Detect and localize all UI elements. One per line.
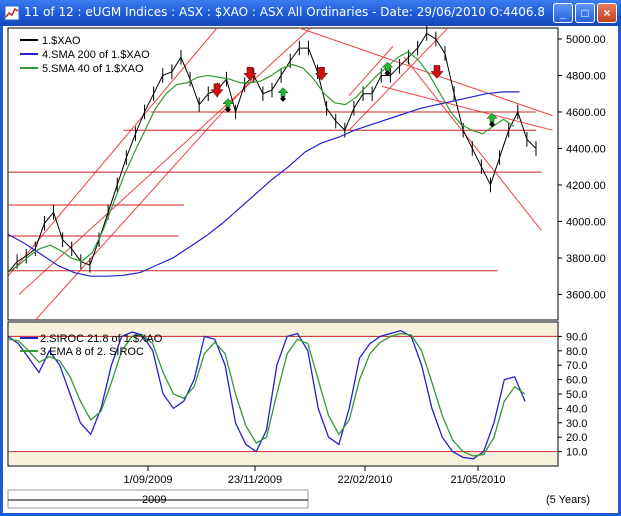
sell-arrow-icon — [314, 67, 329, 81]
osc-y-tick-label: 20.0 — [566, 432, 587, 444]
oscillator-threshold-lines — [8, 335, 558, 453]
x-axis: 1/09/2009 23/11/2009 22/02/2010 21/05/2010 — [124, 466, 506, 486]
x-tick-label: 21/05/2010 — [450, 474, 505, 486]
year-label: 2009 — [142, 494, 167, 506]
y-tick-label: 4400.00 — [566, 143, 606, 155]
osc-legend-label: 2.SIROC 21.8 of 1.$XAO — [40, 333, 163, 345]
series-line-2 — [7, 91, 520, 277]
minimize-button[interactable]: _ — [553, 3, 573, 23]
osc-y-tick-label: 60.0 — [566, 375, 587, 387]
support-resistance-lines — [8, 111, 542, 272]
window-title: 11 of 12 : eUGM Indices : ASX : $XAO : A… — [24, 5, 544, 19]
trend-line — [7, 27, 218, 277]
price-panel — [7, 27, 559, 321]
y-tick-label: 4200.00 — [566, 180, 606, 192]
sell-arrow-icon — [210, 83, 224, 98]
legend-label: 1.$XAO — [42, 35, 81, 47]
y-tick-label: 4800.00 — [566, 70, 606, 82]
y-tick-label: 4600.00 — [566, 107, 606, 119]
oscillator-series-group — [7, 329, 526, 460]
trend-line — [381, 85, 553, 131]
osc-y-tick-label: 40.0 — [566, 403, 587, 415]
osc-legend-label: 3.EMA 8 of 2. SIROC — [40, 346, 144, 358]
series-line-3 — [7, 51, 515, 274]
trend-line — [18, 27, 311, 295]
osc-y-tick-label: 50.0 — [566, 389, 587, 401]
x-tick-label: 22/02/2010 — [337, 474, 392, 486]
y-tick-label: 5000.00 — [566, 34, 606, 46]
y-tick-label: 3800.00 — [566, 253, 606, 265]
minimize-icon: _ — [559, 6, 567, 20]
legend-label: 4.SMA 200 of 1.$XAO — [42, 49, 150, 61]
trend-line — [299, 27, 553, 117]
osc-y-tick-label: 70.0 — [566, 360, 587, 372]
buy-diamond-icon — [384, 70, 391, 77]
price-legend: 1.$XAO 4.SMA 200 of 1.$XAO 5.SMA 40 of 1.$… — [20, 35, 150, 75]
chart-window-frame — [0, 26, 621, 516]
trend-line — [35, 75, 256, 321]
sell-arrow-icon — [430, 65, 444, 79]
oscillator-line-2 — [7, 332, 526, 457]
oscillator-line-1 — [7, 329, 526, 460]
range-label[interactable]: (5 Years) — [546, 494, 591, 506]
signal-markers — [210, 61, 498, 128]
buy-diamond-icon — [225, 106, 231, 113]
price-series-group — [7, 26, 537, 280]
osc-y-tick-label: 30.0 — [566, 418, 587, 430]
osc-y-tick-label: 80.0 — [566, 346, 587, 358]
buy-diamond-icon — [280, 95, 286, 102]
buy-diamond-icon — [489, 121, 495, 128]
maximize-button[interactable]: □ — [575, 3, 595, 23]
sell-arrow-icon — [243, 67, 257, 81]
osc-y-tick-label: 90.0 — [566, 331, 587, 343]
oscillator-y-axis: 10.0 20.0 30.0 40.0 50.0 60.0 70.0 80.0 90.0 — [558, 331, 587, 459]
close-button[interactable]: × — [597, 3, 617, 23]
overbought-zone — [9, 323, 557, 336]
close-icon: × — [603, 6, 611, 20]
legend-label: 5.SMA 40 of 1.$XAO — [42, 63, 144, 75]
trend-line — [348, 27, 449, 131]
x-tick-label: 1/09/2009 — [124, 474, 173, 486]
time-scroll-bar[interactable] — [7, 489, 309, 509]
x-tick-label: 23/11/2009 — [228, 474, 282, 486]
price-y-axis: 3600.00 3800.00 4000.00 4200.00 4400.00 4600.… — [558, 34, 606, 301]
maximize-icon: □ — [581, 6, 589, 20]
oversold-zone — [9, 453, 557, 465]
y-tick-label: 3600.00 — [566, 289, 606, 301]
y-tick-label: 4000.00 — [566, 216, 606, 228]
title-bar[interactable]: 11 of 12 : eUGM Indices : ASX : $XAO : A… — [0, 0, 621, 26]
oscillator-panel — [7, 321, 559, 467]
osc-y-tick-label: 10.0 — [566, 447, 587, 459]
trend-line — [348, 45, 394, 96]
chart-app-icon — [4, 5, 20, 21]
